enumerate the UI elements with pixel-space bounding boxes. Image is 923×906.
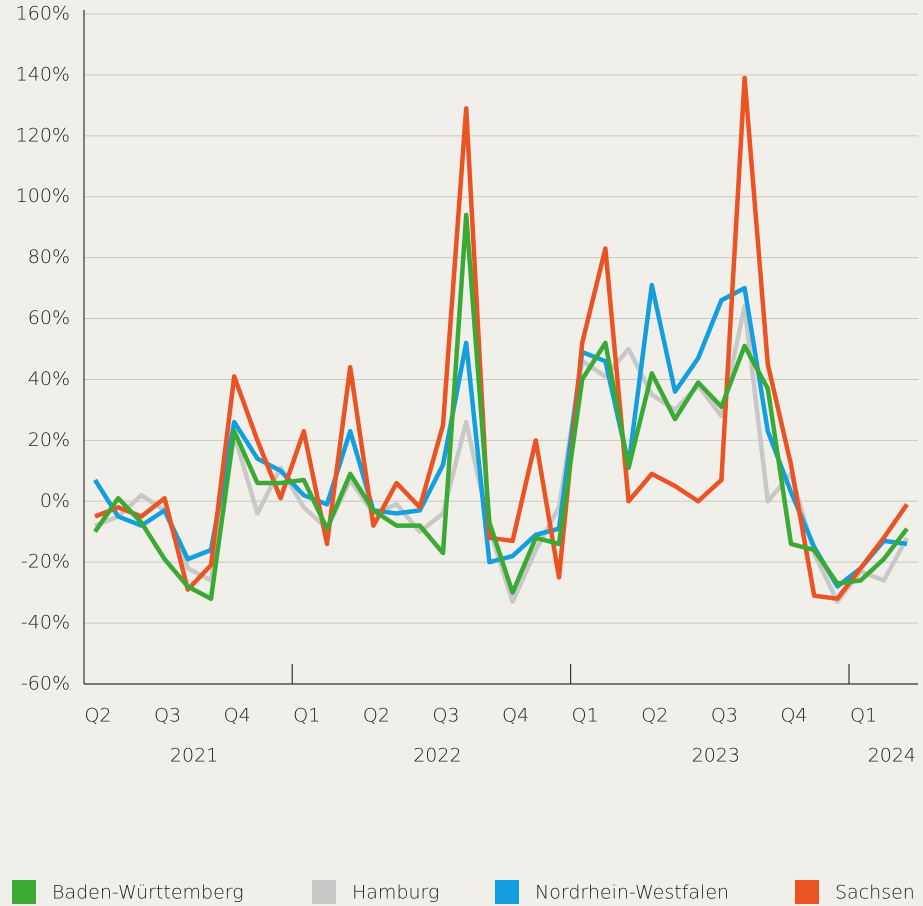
y-tick-label: 160% [16,3,70,25]
year-label: 2023 [692,745,740,767]
series-line [93,212,909,601]
x-tick-label: Q3 [432,705,459,727]
x-tick-label: Q4 [224,705,251,727]
x-tick-label: Q1 [850,705,877,727]
y-tick-label: 20% [28,429,70,451]
year-label: 2024 [868,745,916,767]
y-tick-label: -60% [21,673,70,695]
x-tick-label: Q2 [84,705,111,727]
legend-swatch [495,880,519,904]
legend-label: Baden-Württemberg [52,882,244,904]
y-tick-label: 120% [16,124,70,146]
x-tick-label: Q3 [711,705,738,727]
legend-swatch [12,880,36,904]
year-label: 2022 [413,745,461,767]
x-tick-label: Q2 [641,705,668,727]
y-tick-label: -20% [21,551,70,573]
legend-label: Sachsen [835,882,915,904]
y-tick-label: 60% [28,307,70,329]
legend-swatch [312,880,336,904]
x-tick-label: Q1 [572,705,599,727]
x-tick-label: Q3 [154,705,181,727]
y-tick-label: -40% [21,612,70,634]
x-tick-label: Q4 [780,705,807,727]
y-tick-label: 80% [28,246,70,268]
legend-label: Hamburg [352,882,439,904]
y-tick-label: 0% [40,490,70,512]
series-line [94,75,909,601]
legend-swatch [795,880,819,904]
y-tick-label: 140% [16,63,70,85]
legend-label: Nordrhein-Westfalen [535,882,729,904]
x-tick-label: Q2 [363,705,390,727]
year-label: 2021 [170,745,218,767]
x-tick-label: Q4 [502,705,529,727]
y-tick-label: 40% [28,368,70,390]
x-tick-label: Q1 [293,705,320,727]
y-tick-label: 100% [16,185,70,207]
